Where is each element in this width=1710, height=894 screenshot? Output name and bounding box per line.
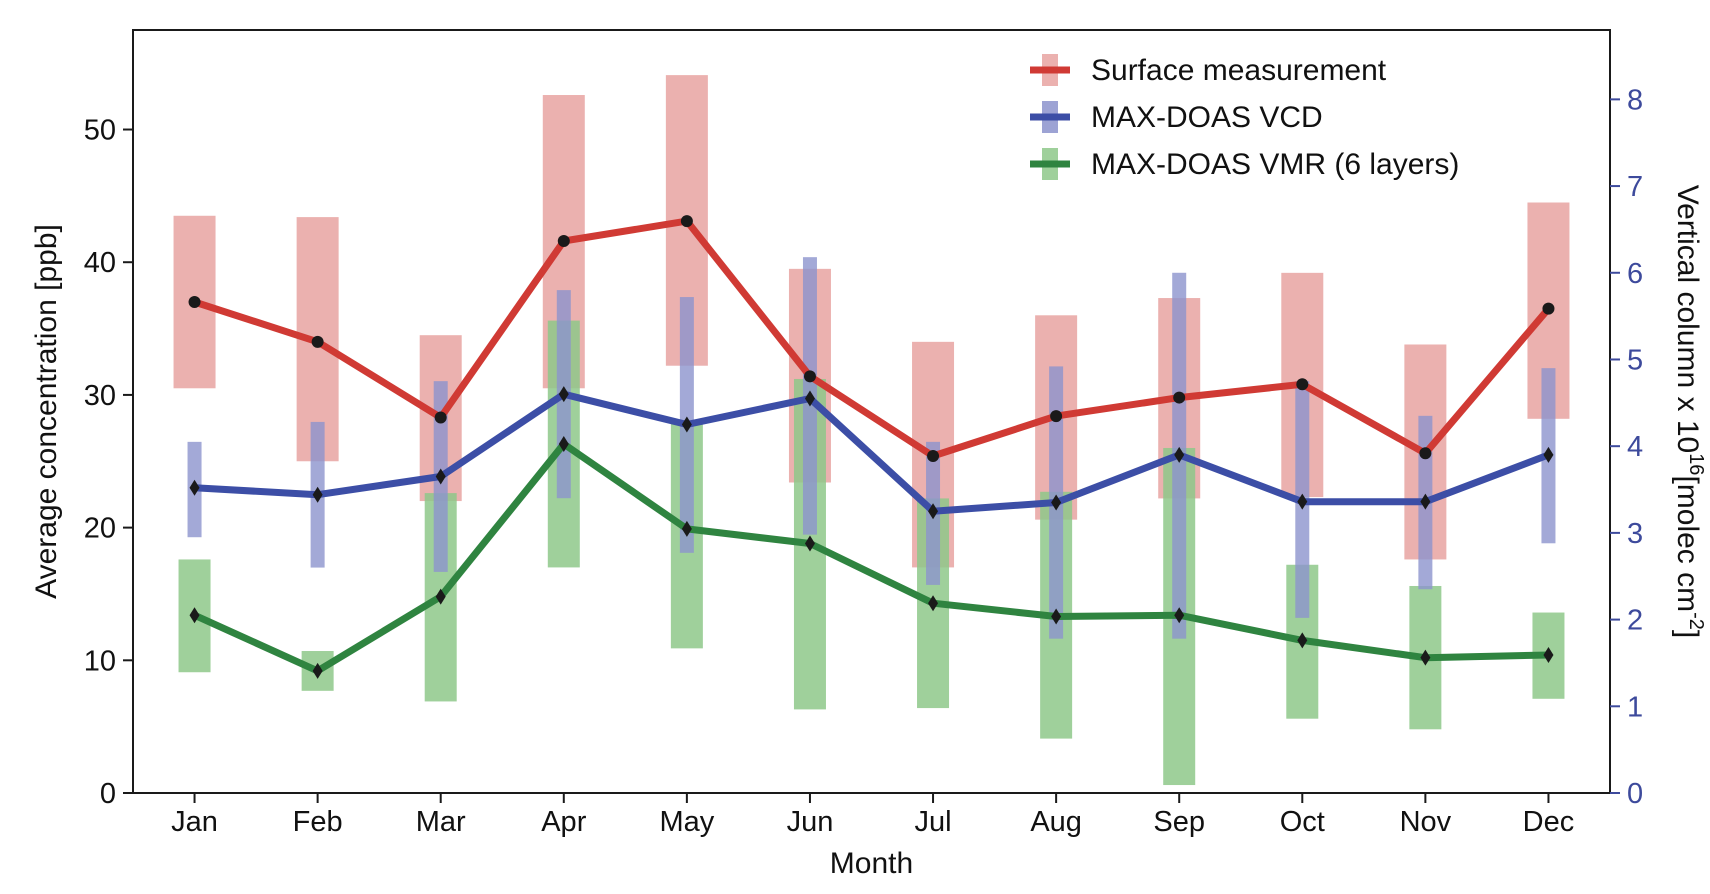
series-line-1 <box>191 217 1552 460</box>
data-point-1-oct <box>1296 378 1309 391</box>
data-point-1-jul <box>927 449 940 462</box>
data-point-1-dec <box>1542 302 1555 315</box>
data-point-3-oct <box>1297 632 1308 649</box>
data-point-3-aug <box>1051 608 1062 625</box>
data-point-3-mar <box>435 588 446 605</box>
y-tick-label-right-4: 4 <box>1627 431 1643 463</box>
data-point-1-may <box>680 215 693 228</box>
data-point-3-sep <box>1174 607 1185 624</box>
data-point-3-may <box>681 520 692 537</box>
data-point-2-jun <box>804 390 815 407</box>
series-line-3 <box>191 440 1552 675</box>
x-tick-label-jan: Jan <box>171 806 218 838</box>
x-tick-label-jul: Jul <box>915 806 952 838</box>
data-point-2-aug <box>1051 494 1062 511</box>
y-tick-label-right-8: 8 <box>1627 84 1643 116</box>
data-point-3-dec <box>1543 646 1554 663</box>
ticks-layer: 0 10 20 30 40 50 0 1 2 3 4 5 6 7 8 Jan Feb Mar Apr May Jun Ju… <box>84 84 1643 838</box>
data-point-2-sep <box>1174 446 1185 463</box>
data-point-3-jan <box>189 607 200 624</box>
y-tick-label-right-0: 0 <box>1627 778 1643 810</box>
data-point-2-dec <box>1543 446 1554 463</box>
y-tick-label-right-1: 1 <box>1627 691 1643 723</box>
data-point-2-jul <box>928 503 939 520</box>
x-tick-label-feb: Feb <box>293 806 343 838</box>
data-point-3-jun <box>804 535 815 552</box>
data-point-3-jul <box>928 595 939 612</box>
x-tick-label-jun: Jun <box>787 806 834 838</box>
data-point-1-feb <box>311 335 324 348</box>
data-point-2-feb <box>312 486 323 503</box>
y-tick-label-right-3: 3 <box>1627 518 1643 550</box>
x-tick-label-apr: Apr <box>541 806 586 838</box>
x-tick-label-oct: Oct <box>1280 806 1325 838</box>
legend: Surface measurement MAX-DOAS VCD MAX-DOAS … <box>1030 54 1459 181</box>
data-point-1-aug <box>1050 410 1063 423</box>
series-lines-layer <box>191 217 1552 675</box>
data-point-2-may <box>681 416 692 433</box>
y-tick-label-right-5: 5 <box>1627 344 1643 376</box>
data-point-2-oct <box>1297 493 1308 510</box>
y-axis-title-left: Average concentration [ppb] <box>30 224 63 599</box>
data-point-1-nov <box>1419 447 1432 460</box>
data-point-3-apr <box>558 436 569 453</box>
legend-label-3: MAX-DOAS VMR (6 layers) <box>1091 148 1459 181</box>
y-tick-label-right-7: 7 <box>1627 171 1643 203</box>
y-tick-label-left-10: 10 <box>84 645 116 677</box>
data-point-1-mar <box>434 411 447 424</box>
data-point-2-mar <box>435 468 446 485</box>
series-line-2 <box>191 390 1552 515</box>
data-point-1-apr <box>557 234 570 247</box>
data-point-2-nov <box>1420 493 1431 510</box>
data-point-3-feb <box>312 662 323 679</box>
y-tick-label-left-50: 50 <box>84 115 116 147</box>
data-point-1-jan <box>188 296 201 309</box>
x-tick-label-nov: Nov <box>1400 806 1452 838</box>
legend-label-2: MAX-DOAS VCD <box>1091 101 1323 134</box>
x-tick-label-sep: Sep <box>1153 806 1205 838</box>
y-tick-label-left-0: 0 <box>100 778 116 810</box>
y-tick-label-left-20: 20 <box>84 513 116 545</box>
data-point-1-sep <box>1173 391 1186 404</box>
x-tick-label-aug: Aug <box>1030 806 1082 838</box>
x-tick-label-mar: Mar <box>416 806 466 838</box>
data-point-3-nov <box>1420 649 1431 666</box>
error-bars-layer <box>173 75 1570 786</box>
data-point-1-jun <box>803 370 816 383</box>
y-tick-label-left-40: 40 <box>84 247 116 279</box>
data-point-2-apr <box>558 386 569 403</box>
x-tick-label-dec: Dec <box>1523 806 1575 838</box>
y-tick-label-left-30: 30 <box>84 380 116 412</box>
legend-label-1: Surface measurement <box>1091 54 1387 87</box>
y-tick-label-right-6: 6 <box>1627 258 1643 290</box>
x-axis-title: Month <box>830 847 913 880</box>
plot-frame <box>132 29 1611 794</box>
y-tick-label-right-2: 2 <box>1627 605 1643 637</box>
data-point-2-jan <box>189 479 200 496</box>
y-axis-title-right: Vertical column x 1016[molec cm-2] <box>1671 185 1707 639</box>
markers-layer <box>188 215 1555 679</box>
x-tick-label-may: May <box>659 806 714 838</box>
